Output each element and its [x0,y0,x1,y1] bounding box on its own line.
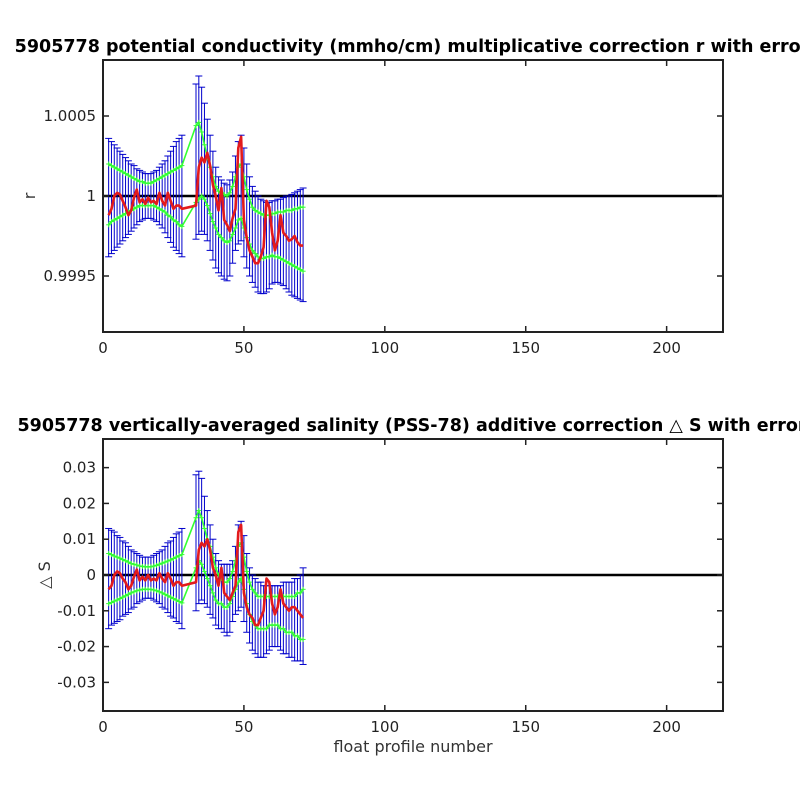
y-tick-label: -0.03 [57,673,96,691]
y-ticks-bottom: -0.03 -0.02 -0.01 0 0.01 0.02 0.03 [57,459,723,691]
x-ticks-top: 0 50 100 150 200 [98,60,681,357]
x-tick-label: 200 [652,339,681,357]
x-axis-label: float profile number [333,737,493,756]
data-marks-top [103,75,723,303]
panel-conductivity-correction: 5905778 potential conductivity (mmho/cm)… [15,37,800,357]
y-tick-label: 0.9995 [44,267,97,285]
x-tick-label: 50 [234,718,253,736]
correction-line [107,523,305,627]
x-tick-label: 100 [370,339,399,357]
correction-line [107,135,304,265]
x-tick-label: 0 [98,339,108,357]
y-tick-label: -0.01 [57,602,96,620]
y-axis-label-delta-s: △ S [35,561,54,589]
y-tick-label: 0 [86,566,96,584]
y-tick-label: 0.02 [63,494,96,512]
y-tick-label: 1.0005 [44,107,97,125]
data-marks-bottom [103,470,723,665]
y-tick-label: 1 [86,187,96,205]
x-tick-label: 150 [511,718,540,736]
x-tick-label: 100 [370,718,399,736]
chart-title-salinity: 5905778 vertically-averaged salinity (PS… [17,416,800,436]
y-tick-label: 0.01 [63,530,96,548]
panel-salinity-correction: 5905778 vertically-averaged salinity (PS… [17,416,800,756]
y-ticks-top: 0.9995 1 1.0005 [44,107,723,285]
y-tick-label: 0.03 [63,459,96,477]
y-tick-label: -0.02 [57,638,96,656]
x-tick-label: 50 [234,339,253,357]
x-tick-label: 200 [652,718,681,736]
x-tick-label: 0 [98,718,108,736]
chart-title-conductivity: 5905778 potential conductivity (mmho/cm)… [15,37,800,57]
x-ticks-bottom: 0 50 100 150 200 [98,439,681,736]
x-tick-label: 150 [511,339,540,357]
y-axis-label-r: r [20,192,39,199]
